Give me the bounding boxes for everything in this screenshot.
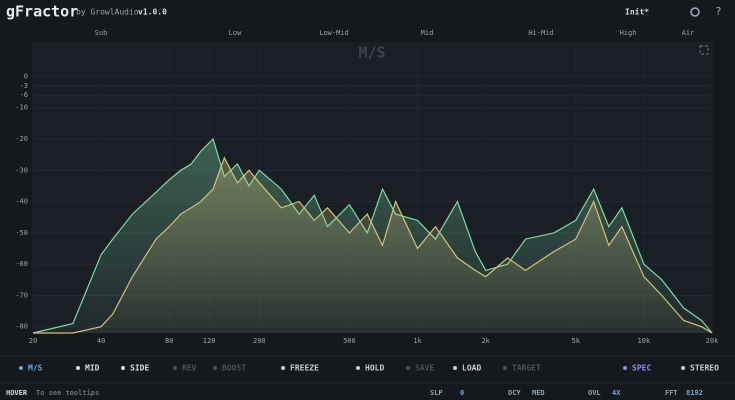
y-tick-label: -40 [15, 198, 28, 206]
toolbar-button[interactable]: SAVE [415, 364, 434, 373]
toolbar-button[interactable]: BOOST [222, 364, 246, 373]
band-label: Air [682, 29, 695, 37]
toolbar-button[interactable]: SPEC [632, 364, 651, 373]
toolbar-button[interactable]: STEREO [690, 364, 719, 373]
status-fft-label: FFT [665, 389, 678, 397]
y-tick-label: -50 [15, 229, 28, 237]
expand-icon[interactable] [699, 45, 709, 55]
toolbar-icon [173, 366, 177, 370]
toolbar-icon [503, 366, 507, 370]
toolbar-icon [453, 366, 457, 370]
x-tick-label: 120 [203, 337, 216, 345]
x-tick-label: 5k [572, 337, 581, 345]
status-dcy-label: DCY [508, 389, 521, 397]
series-line [33, 156, 713, 334]
x-tick-label: 500 [343, 337, 356, 345]
x-tick-label: 20 [29, 337, 37, 345]
toolbar-button[interactable]: TARGET [512, 364, 541, 373]
version: v1.0.0 [138, 8, 167, 17]
logo: gFractor [6, 3, 78, 21]
area-fill [33, 157, 712, 333]
toolbar-button[interactable]: M/S [28, 364, 43, 373]
y-tick-label: -3 [20, 82, 28, 90]
toolbar-button[interactable]: FREEZE [290, 364, 319, 373]
byline: by GrowlAudio [76, 8, 139, 17]
toolbar-icon [281, 366, 285, 370]
x-tick-label: 2k [481, 337, 490, 345]
status-ovl-label: OVL [588, 389, 601, 397]
toolbar-button[interactable]: LOAD [462, 364, 481, 373]
band-label: High [620, 29, 637, 37]
y-tick-label: -20 [15, 135, 28, 143]
x-tick-label: 10k [638, 337, 651, 345]
x-tick-label: 80 [165, 337, 173, 345]
band-label: Sub [95, 29, 108, 37]
band-label: Low [229, 29, 242, 37]
toolbar-button[interactable]: REV [182, 364, 197, 373]
status-slp-label: SLP [430, 389, 443, 397]
toolbar-button[interactable]: MID [85, 364, 100, 373]
chart-title: M/S [358, 44, 385, 62]
band-label: Mid [421, 29, 434, 37]
toolbar-icon [121, 366, 125, 370]
status-ovl[interactable]: 4X [612, 389, 621, 397]
band-label: Hi-Mid [528, 29, 553, 37]
status-hint: To see tooltips [36, 389, 99, 397]
y-tick-label: 0 [24, 72, 28, 80]
x-tick-label: 40 [97, 337, 105, 345]
status-hover: HOVER [6, 389, 28, 397]
status-fft[interactable]: 8192 [686, 389, 703, 397]
x-tick-label: 200 [253, 337, 266, 345]
y-tick-label: -70 [15, 291, 28, 299]
y-tick-label: -6 [20, 91, 28, 99]
toolbar-icon [406, 366, 410, 370]
y-tick-label: -30 [15, 166, 28, 174]
y-tick-label: -80 [15, 323, 28, 331]
toolbar-icon [76, 366, 80, 370]
preset[interactable]: Init* [625, 7, 649, 17]
series-line [32, 137, 713, 334]
toolbar-icon [623, 366, 627, 370]
help[interactable]: ? [715, 5, 722, 18]
toolbar-icon [213, 366, 217, 370]
toolbar-button[interactable]: HOLD [365, 364, 384, 373]
y-tick-label: -60 [15, 260, 28, 268]
x-tick-label: 20k [706, 337, 719, 345]
toolbar-icon [681, 366, 685, 370]
toolbar-button[interactable]: SIDE [130, 364, 149, 373]
x-tick-label: 1k [413, 337, 422, 345]
toolbar-icon [19, 366, 23, 370]
y-tick-label: -10 [15, 104, 28, 112]
status-dcy[interactable]: MED [532, 389, 545, 397]
status-slp[interactable]: 0 [460, 389, 464, 397]
toolbar-icon [356, 366, 360, 370]
settings-icon[interactable] [690, 7, 700, 17]
band-label: Low-Mid [319, 29, 349, 37]
